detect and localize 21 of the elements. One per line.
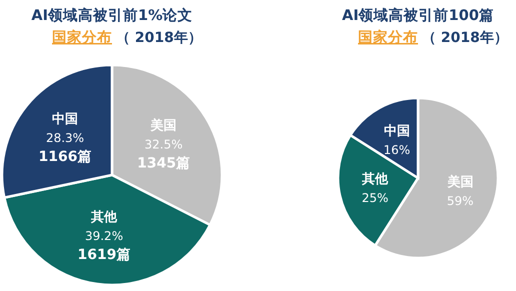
chart-subtitle: 国家分布: [52, 28, 112, 46]
text: 1619篇: [78, 246, 131, 263]
slice-label: 中国: [384, 124, 410, 139]
slice-label: 其他: [361, 172, 390, 188]
data-label: 32.5%: [144, 137, 183, 152]
data-label: 28.3%: [46, 130, 84, 145]
chart-title: AI领域高被引前100篇: [342, 6, 494, 24]
slice-label: 中国: [52, 112, 78, 127]
data-label: 59%: [446, 194, 474, 208]
text: 1166篇: [38, 148, 92, 165]
slice-label: 其他: [90, 210, 118, 225]
text: （ 2018年）: [422, 30, 508, 46]
data-label: 39.2%: [84, 228, 124, 243]
chart-subtitle: 国家分布: [358, 28, 418, 46]
slice-label: 美国: [150, 117, 177, 134]
data-label: 25%: [362, 191, 388, 206]
text: 1345篇: [137, 155, 190, 172]
slice-label: 美国: [446, 174, 474, 190]
chart-title: AI领域高被引前1%论文: [31, 6, 193, 24]
text: （ 2018年）: [116, 30, 202, 46]
data-label: 16%: [383, 142, 410, 157]
